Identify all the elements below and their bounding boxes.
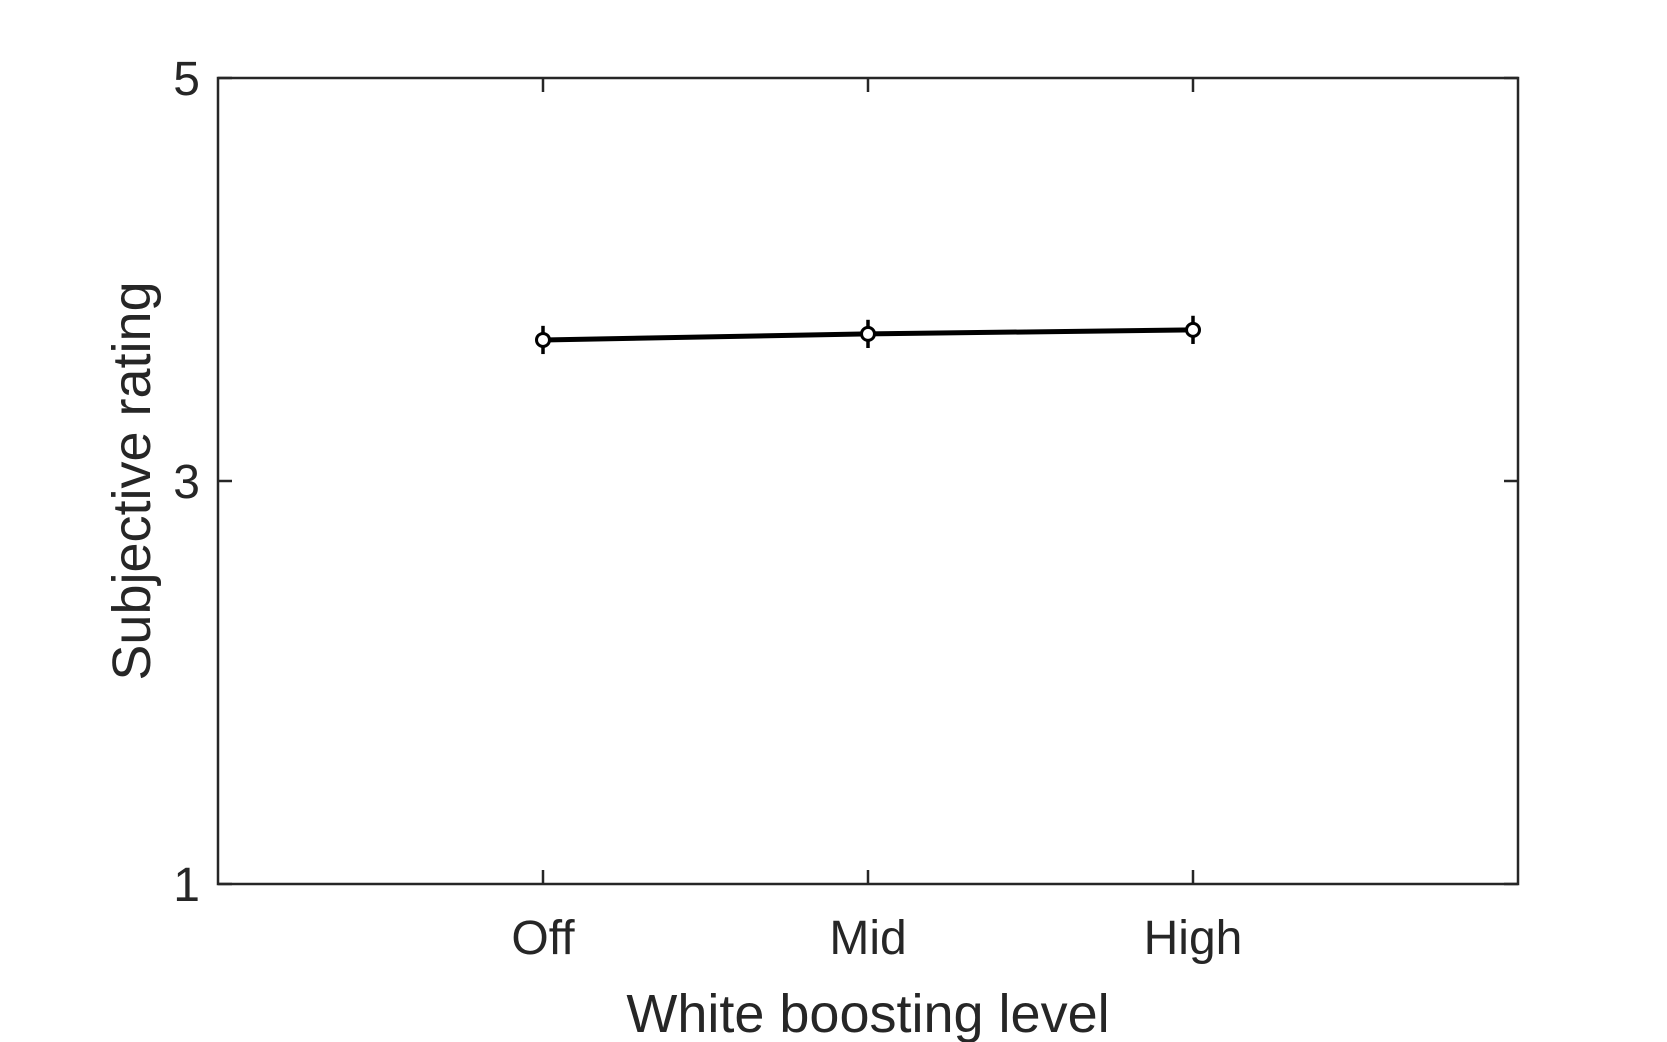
data-point bbox=[860, 325, 876, 342]
x-tick-label: Mid bbox=[829, 912, 906, 965]
y-tick-label: 3 bbox=[173, 456, 200, 509]
y-tick-labels: 1 3 5 bbox=[173, 53, 200, 912]
data-series bbox=[535, 315, 1201, 355]
x-tick-label: High bbox=[1144, 912, 1243, 965]
x-tick-labels: Off Mid High bbox=[511, 912, 1242, 965]
axis-ticks bbox=[218, 76, 1518, 886]
y-tick-label: 1 bbox=[173, 859, 200, 912]
data-point bbox=[535, 331, 551, 348]
y-tick-label: 5 bbox=[173, 53, 200, 106]
data-point bbox=[1185, 321, 1201, 338]
x-axis-title: White boosting level bbox=[626, 984, 1109, 1042]
x-tick-label: Off bbox=[511, 912, 575, 965]
plot-area bbox=[216, 76, 1520, 886]
y-axis-title: Subjective rating bbox=[102, 281, 162, 680]
